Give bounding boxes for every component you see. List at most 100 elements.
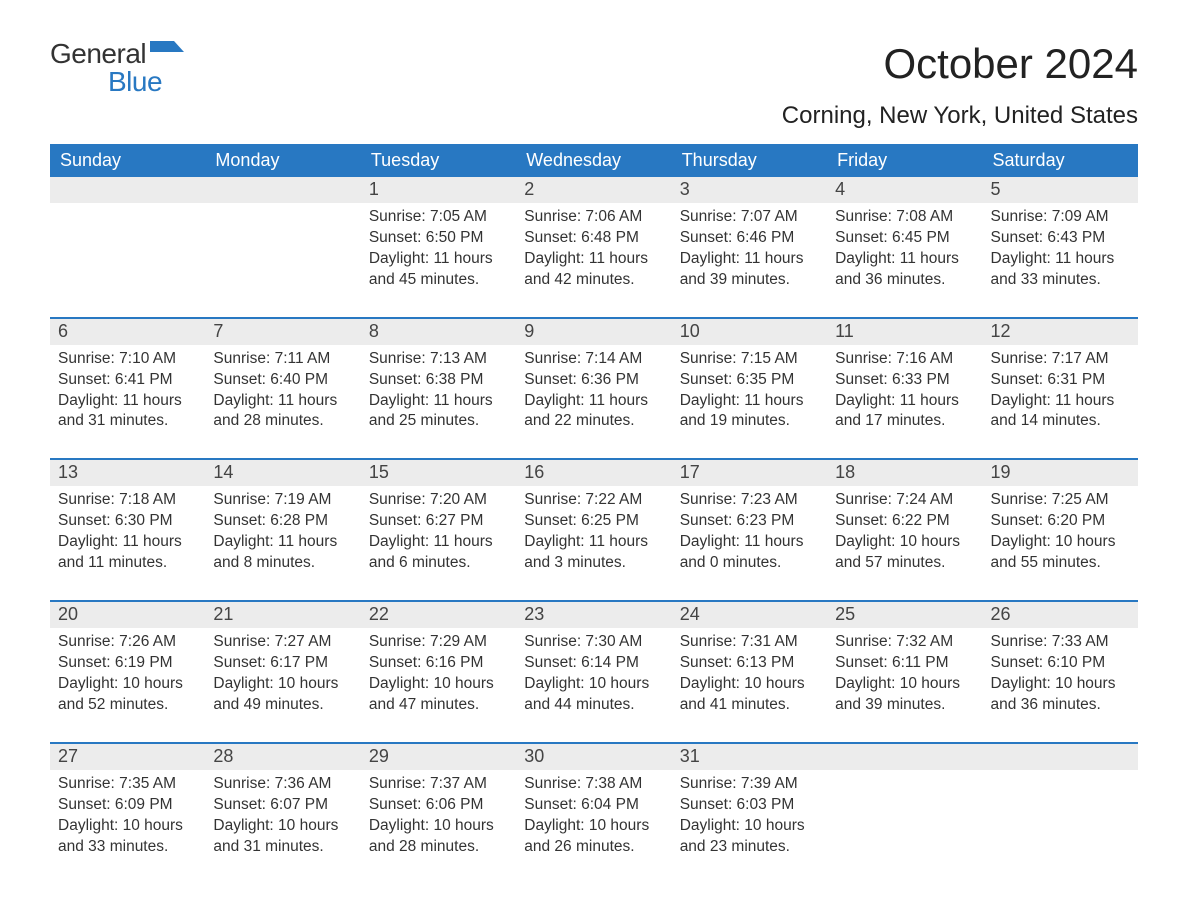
date-number: 5 — [983, 177, 1138, 203]
sunrise-line: Sunrise: 7:31 AM — [680, 632, 819, 653]
date-number: 14 — [205, 460, 360, 486]
daylight-line2: and 17 minutes. — [835, 411, 974, 432]
logo: General Blue — [50, 40, 184, 96]
daylight-line2: and 19 minutes. — [680, 411, 819, 432]
day-detail: Sunrise: 7:09 AMSunset: 6:43 PMDaylight:… — [983, 203, 1138, 305]
sunrise-line: Sunrise: 7:14 AM — [524, 349, 663, 370]
sunset-line: Sunset: 6:35 PM — [680, 370, 819, 391]
sunset-line: Sunset: 6:04 PM — [524, 795, 663, 816]
daylight-line1: Daylight: 10 hours — [680, 674, 819, 695]
sunset-line: Sunset: 6:41 PM — [58, 370, 197, 391]
day-detail: Sunrise: 7:10 AMSunset: 6:41 PMDaylight:… — [50, 345, 205, 447]
day-detail: Sunrise: 7:15 AMSunset: 6:35 PMDaylight:… — [672, 345, 827, 447]
daylight-line1: Daylight: 10 hours — [835, 674, 974, 695]
sunset-line: Sunset: 6:03 PM — [680, 795, 819, 816]
daylight-line2: and 41 minutes. — [680, 695, 819, 716]
sunset-line: Sunset: 6:25 PM — [524, 511, 663, 532]
date-number: 8 — [361, 319, 516, 345]
day-header: Friday — [827, 144, 982, 177]
date-number: 29 — [361, 744, 516, 770]
daylight-line1: Daylight: 11 hours — [835, 391, 974, 412]
day-detail: Sunrise: 7:25 AMSunset: 6:20 PMDaylight:… — [983, 486, 1138, 588]
day-detail: Sunrise: 7:37 AMSunset: 6:06 PMDaylight:… — [361, 770, 516, 872]
sunrise-line: Sunrise: 7:19 AM — [213, 490, 352, 511]
day-detail — [827, 770, 982, 872]
daylight-line2: and 39 minutes. — [680, 270, 819, 291]
day-detail: Sunrise: 7:08 AMSunset: 6:45 PMDaylight:… — [827, 203, 982, 305]
calendar-week: 13141516171819Sunrise: 7:18 AMSunset: 6:… — [50, 458, 1138, 588]
day-detail: Sunrise: 7:23 AMSunset: 6:23 PMDaylight:… — [672, 486, 827, 588]
daylight-line1: Daylight: 11 hours — [680, 249, 819, 270]
daylight-line1: Daylight: 10 hours — [835, 532, 974, 553]
sunrise-line: Sunrise: 7:17 AM — [991, 349, 1130, 370]
sunrise-line: Sunrise: 7:15 AM — [680, 349, 819, 370]
sunrise-line: Sunrise: 7:08 AM — [835, 207, 974, 228]
date-number — [983, 744, 1138, 770]
daylight-line1: Daylight: 11 hours — [991, 249, 1130, 270]
daylight-line2: and 42 minutes. — [524, 270, 663, 291]
sunrise-line: Sunrise: 7:06 AM — [524, 207, 663, 228]
sunrise-line: Sunrise: 7:39 AM — [680, 774, 819, 795]
daylight-line1: Daylight: 10 hours — [213, 816, 352, 837]
sunrise-line: Sunrise: 7:35 AM — [58, 774, 197, 795]
day-detail: Sunrise: 7:36 AMSunset: 6:07 PMDaylight:… — [205, 770, 360, 872]
calendar: SundayMondayTuesdayWednesdayThursdayFrid… — [50, 144, 1138, 871]
date-number-row: 2728293031 — [50, 744, 1138, 770]
sunset-line: Sunset: 6:45 PM — [835, 228, 974, 249]
date-number: 4 — [827, 177, 982, 203]
date-number-row: 20212223242526 — [50, 602, 1138, 628]
daylight-line2: and 22 minutes. — [524, 411, 663, 432]
detail-row: Sunrise: 7:10 AMSunset: 6:41 PMDaylight:… — [50, 345, 1138, 447]
day-detail: Sunrise: 7:05 AMSunset: 6:50 PMDaylight:… — [361, 203, 516, 305]
daylight-line1: Daylight: 10 hours — [58, 816, 197, 837]
daylight-line2: and 31 minutes. — [213, 837, 352, 858]
daylight-line2: and 39 minutes. — [835, 695, 974, 716]
date-number: 9 — [516, 319, 671, 345]
date-number — [827, 744, 982, 770]
day-detail: Sunrise: 7:27 AMSunset: 6:17 PMDaylight:… — [205, 628, 360, 730]
day-detail: Sunrise: 7:26 AMSunset: 6:19 PMDaylight:… — [50, 628, 205, 730]
date-number: 26 — [983, 602, 1138, 628]
date-number-row: 12345 — [50, 177, 1138, 203]
daylight-line2: and 33 minutes. — [58, 837, 197, 858]
sunset-line: Sunset: 6:30 PM — [58, 511, 197, 532]
sunrise-line: Sunrise: 7:13 AM — [369, 349, 508, 370]
date-number: 13 — [50, 460, 205, 486]
sunrise-line: Sunrise: 7:36 AM — [213, 774, 352, 795]
sunrise-line: Sunrise: 7:25 AM — [991, 490, 1130, 511]
sunrise-line: Sunrise: 7:18 AM — [58, 490, 197, 511]
date-number: 17 — [672, 460, 827, 486]
date-number: 23 — [516, 602, 671, 628]
logo-blue-text: Blue — [108, 68, 184, 96]
sunrise-line: Sunrise: 7:23 AM — [680, 490, 819, 511]
daylight-line1: Daylight: 11 hours — [213, 391, 352, 412]
date-number: 18 — [827, 460, 982, 486]
sunrise-line: Sunrise: 7:11 AM — [213, 349, 352, 370]
day-detail: Sunrise: 7:11 AMSunset: 6:40 PMDaylight:… — [205, 345, 360, 447]
day-detail: Sunrise: 7:30 AMSunset: 6:14 PMDaylight:… — [516, 628, 671, 730]
day-detail: Sunrise: 7:13 AMSunset: 6:38 PMDaylight:… — [361, 345, 516, 447]
daylight-line2: and 49 minutes. — [213, 695, 352, 716]
daylight-line2: and 28 minutes. — [213, 411, 352, 432]
day-detail: Sunrise: 7:07 AMSunset: 6:46 PMDaylight:… — [672, 203, 827, 305]
day-detail: Sunrise: 7:31 AMSunset: 6:13 PMDaylight:… — [672, 628, 827, 730]
sunrise-line: Sunrise: 7:30 AM — [524, 632, 663, 653]
daylight-line1: Daylight: 11 hours — [58, 532, 197, 553]
day-header: Thursday — [672, 144, 827, 177]
date-number: 10 — [672, 319, 827, 345]
sunrise-line: Sunrise: 7:20 AM — [369, 490, 508, 511]
sunrise-line: Sunrise: 7:05 AM — [369, 207, 508, 228]
date-number: 22 — [361, 602, 516, 628]
daylight-line1: Daylight: 11 hours — [369, 391, 508, 412]
day-detail: Sunrise: 7:17 AMSunset: 6:31 PMDaylight:… — [983, 345, 1138, 447]
day-detail: Sunrise: 7:32 AMSunset: 6:11 PMDaylight:… — [827, 628, 982, 730]
day-detail — [50, 203, 205, 305]
day-detail: Sunrise: 7:14 AMSunset: 6:36 PMDaylight:… — [516, 345, 671, 447]
day-detail: Sunrise: 7:39 AMSunset: 6:03 PMDaylight:… — [672, 770, 827, 872]
daylight-line2: and 36 minutes. — [835, 270, 974, 291]
sunrise-line: Sunrise: 7:37 AM — [369, 774, 508, 795]
sunset-line: Sunset: 6:43 PM — [991, 228, 1130, 249]
daylight-line2: and 0 minutes. — [680, 553, 819, 574]
date-number: 25 — [827, 602, 982, 628]
daylight-line2: and 36 minutes. — [991, 695, 1130, 716]
